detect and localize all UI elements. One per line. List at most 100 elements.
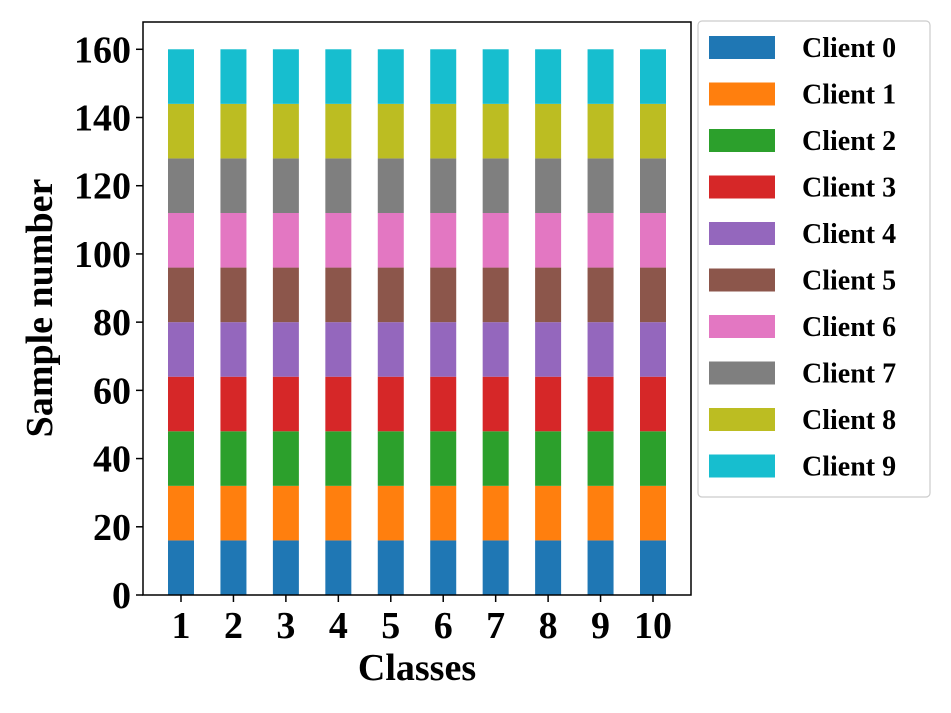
- bar-segment-class-10-client-3: [640, 376, 666, 432]
- bar-segment-class-8-client-4: [535, 322, 562, 377]
- bar-segment-class-9-client-0: [587, 540, 614, 595]
- bar-segment-class-9-client-8: [587, 103, 614, 159]
- bar-segment-class-6-client-4: [430, 322, 457, 377]
- legend-swatch-client-0: [709, 36, 775, 59]
- bar-segment-class-3-client-2: [272, 431, 299, 486]
- bar-segment-class-8-client-0: [535, 540, 562, 595]
- bar-segment-class-7-client-5: [482, 267, 509, 323]
- bar-segment-class-4-client-7: [325, 158, 352, 213]
- bar-segment-class-9-client-6: [587, 213, 614, 268]
- legend-label-client-1: Client 1: [802, 80, 896, 111]
- x-tick-label: 9: [591, 605, 610, 647]
- bar-segment-class-9-client-1: [587, 485, 614, 541]
- plot-frame: [142, 21, 692, 596]
- bar-segment-class-9-client-3: [587, 376, 614, 432]
- y-tick-label: 40: [93, 439, 131, 481]
- x-tick-label: 1: [172, 605, 191, 647]
- bar-segment-class-8-client-9: [535, 49, 562, 104]
- bar-segment-class-5-client-4: [377, 322, 404, 377]
- x-tick-label: 6: [434, 605, 453, 647]
- bar-segment-class-4-client-6: [325, 213, 352, 268]
- bar-segment-class-6-client-6: [430, 213, 457, 268]
- bar-segment-class-2-client-8: [220, 103, 247, 159]
- bar-segment-class-10-client-4: [640, 322, 666, 377]
- bar-segment-class-1-client-1: [168, 485, 194, 541]
- bar-segment-class-1-client-4: [168, 322, 194, 377]
- bar-segment-class-8-client-2: [535, 431, 562, 486]
- y-tick-label: 140: [74, 98, 131, 140]
- bar-segment-class-1-client-3: [168, 376, 194, 432]
- bar-segment-class-10-client-6: [640, 213, 666, 268]
- bar-segment-class-2-client-7: [220, 158, 247, 213]
- bar-segment-class-10-client-1: [640, 485, 666, 541]
- bar-segment-class-1-client-8: [168, 103, 194, 159]
- legend-label-client-6: Client 6: [802, 312, 896, 343]
- bar-segment-class-7-client-9: [482, 49, 509, 104]
- bar-segment-class-10-client-0: [640, 540, 666, 595]
- legend-swatch-client-1: [709, 82, 775, 106]
- x-tick-label: 2: [224, 605, 243, 647]
- bar-segment-class-3-client-5: [272, 267, 299, 323]
- bar-segment-class-5-client-0: [377, 540, 404, 595]
- bar-segment-class-9-client-7: [587, 158, 614, 213]
- bar-segment-class-6-client-5: [430, 267, 457, 323]
- y-axis: 0 20 40 60 80 100 120 140 160: [74, 29, 143, 617]
- bar-segment-class-1-client-7: [168, 158, 194, 213]
- bar-segment-class-6-client-2: [430, 431, 457, 486]
- legend-label-client-8: Client 8: [802, 405, 896, 436]
- legend-swatch-client-7: [709, 361, 775, 385]
- bar-segment-class-7-client-2: [482, 431, 509, 486]
- bar-segment-class-6-client-1: [430, 485, 457, 541]
- legend-swatch-client-4: [709, 222, 775, 245]
- bar-segment-class-3-client-6: [272, 213, 299, 268]
- legend: Client 0 Client 1 Client 2 Client 3 Client 4…: [697, 20, 931, 498]
- bar-segment-class-2-client-3: [220, 376, 247, 432]
- bar-segment-class-2-client-6: [220, 213, 247, 268]
- bar-segment-class-4-client-0: [325, 540, 352, 595]
- legend-label-client-7: Client 7: [802, 359, 896, 390]
- y-tick-label: 20: [93, 507, 131, 549]
- bar-segment-class-3-client-7: [272, 158, 299, 213]
- bar-segment-class-9-client-9: [587, 49, 614, 104]
- bar-segment-class-5-client-6: [377, 213, 404, 268]
- bars-group: [168, 49, 666, 595]
- bar-segment-class-7-client-6: [482, 213, 509, 268]
- bar-segment-class-2-client-2: [220, 431, 247, 486]
- bar-segment-class-7-client-7: [482, 158, 509, 213]
- y-axis-title: Sample number: [19, 179, 61, 438]
- legend-label-client-4: Client 4: [802, 219, 896, 250]
- bar-segment-class-4-client-5: [325, 267, 352, 323]
- bar-segment-class-5-client-1: [377, 485, 404, 541]
- x-tick-label: 4: [329, 605, 348, 647]
- bar-segment-class-5-client-9: [377, 49, 404, 104]
- bar-segment-class-7-client-3: [482, 376, 509, 432]
- legend-label-client-2: Client 2: [802, 126, 896, 157]
- bar-segment-class-3-client-0: [272, 540, 299, 595]
- bar-segment-class-1-client-2: [168, 431, 194, 486]
- bar-segment-class-1-client-6: [168, 213, 194, 268]
- x-tick-label: 3: [276, 605, 295, 647]
- y-tick-label: 0: [112, 575, 131, 617]
- bar-segment-class-2-client-5: [220, 267, 247, 323]
- legend-swatch-client-8: [709, 408, 775, 431]
- bar-segment-class-4-client-4: [325, 322, 352, 377]
- bar-segment-class-10-client-5: [640, 267, 666, 323]
- bar-segment-class-7-client-8: [482, 103, 509, 159]
- x-tick-label: 7: [486, 605, 505, 647]
- x-axis: 1 2 3 4 5 6 7 8 9 10: [172, 595, 672, 647]
- bar-segment-class-6-client-9: [430, 49, 457, 104]
- legend-swatch-client-3: [709, 175, 775, 199]
- bar-segment-class-5-client-8: [377, 103, 404, 159]
- y-tick-label: 160: [74, 29, 131, 71]
- bar-segment-class-9-client-5: [587, 267, 614, 323]
- bar-segment-class-8-client-5: [535, 267, 562, 323]
- bar-segment-class-8-client-6: [535, 213, 562, 268]
- bar-segment-class-4-client-1: [325, 485, 352, 541]
- bar-segment-class-10-client-7: [640, 158, 666, 213]
- bar-segment-class-3-client-9: [272, 49, 299, 104]
- bar-segment-class-6-client-0: [430, 540, 457, 595]
- bar-segment-class-8-client-3: [535, 376, 562, 432]
- legend-label-client-9: Client 9: [802, 452, 896, 483]
- x-tick-label: 5: [381, 605, 400, 647]
